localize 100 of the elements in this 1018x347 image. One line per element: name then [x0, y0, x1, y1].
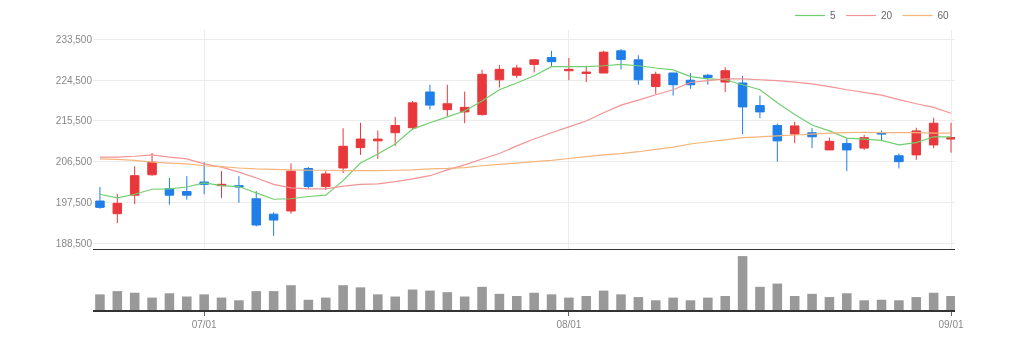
x-tick-label: 08/01: [556, 319, 582, 330]
bar: [147, 297, 157, 310]
bar: [755, 286, 765, 310]
bar: [182, 296, 192, 310]
bar: [876, 299, 887, 310]
candlestick: [147, 152, 157, 177]
bar: [772, 283, 783, 310]
bar: [320, 297, 331, 310]
candlestick: [303, 166, 314, 190]
candlestick: [911, 127, 922, 161]
bar: [390, 296, 400, 310]
candlestick: [129, 165, 140, 205]
candlestick: [546, 50, 557, 68]
candlestick: [755, 95, 765, 119]
candlestick: [894, 153, 904, 169]
candlestick: [164, 177, 175, 206]
candlestick: [407, 100, 418, 131]
bar: [789, 295, 800, 310]
candlestick: [616, 48, 626, 70]
candlestick: [373, 129, 383, 160]
candlestick: [824, 137, 835, 151]
candlestick: [112, 193, 123, 224]
bar: [737, 256, 748, 310]
candlestick: [425, 84, 435, 111]
bar: [407, 289, 418, 310]
y-tick-label: 215,500: [55, 115, 93, 127]
candlestick: [494, 64, 505, 88]
bar: [286, 285, 296, 310]
candlestick: [581, 65, 592, 83]
x-tick-label: 09/01: [938, 319, 964, 330]
bar: [928, 292, 939, 310]
bar: [598, 290, 609, 310]
bar: [807, 293, 817, 310]
y-tick-label: 188,500: [55, 237, 93, 249]
bar: [338, 285, 348, 310]
bar: [564, 297, 574, 310]
y-tick-label: 233,500: [55, 34, 93, 45]
legend-label: 20: [881, 10, 893, 22]
y-tick-label: 197,500: [55, 196, 93, 208]
candlestick: [842, 137, 852, 172]
bar: [894, 300, 904, 310]
line-series: [99, 63, 952, 200]
candlestick: [390, 116, 400, 147]
bar: [650, 300, 661, 310]
candlestick: [529, 58, 539, 74]
bar: [911, 297, 922, 310]
bar: [442, 292, 453, 310]
candlestick: [268, 211, 279, 237]
candlestick: [650, 71, 661, 95]
bar: [720, 295, 730, 310]
candlestick: [737, 75, 748, 135]
y-tick-label: 224,500: [55, 74, 93, 86]
bar: [842, 293, 852, 310]
bar: [512, 295, 522, 310]
candlestick: [182, 175, 192, 201]
candlestick: [633, 54, 644, 86]
bar: [616, 294, 626, 310]
bar: [824, 297, 835, 310]
legend-label: 5: [830, 10, 836, 22]
bar: [199, 294, 209, 310]
candlestick: [442, 84, 453, 117]
line-series: [99, 131, 952, 172]
candlestick: [512, 64, 522, 79]
bar: [355, 287, 366, 310]
bar: [459, 296, 470, 310]
candlestick: [234, 175, 244, 204]
bar: [129, 292, 140, 310]
bar: [529, 292, 539, 310]
bar: [234, 300, 244, 310]
bar: [581, 295, 592, 310]
candlestick: [946, 122, 955, 154]
candlestick: [789, 121, 800, 144]
x-tick-label: 07/01: [191, 319, 218, 330]
candlestick: [668, 72, 678, 97]
bar: [703, 297, 713, 310]
y-tick-label: 206,500: [55, 156, 93, 168]
candlestick: [772, 123, 783, 163]
bar: [425, 290, 435, 310]
candlestick: [338, 127, 348, 174]
bar: [668, 297, 678, 310]
candlestick: [286, 162, 296, 215]
candlestick: [95, 186, 105, 210]
candlestick: [251, 190, 262, 227]
candlestick: [320, 170, 331, 191]
candlestick: [477, 69, 487, 117]
bar: [164, 293, 175, 310]
candlestick: [598, 50, 609, 74]
bar: [268, 291, 279, 310]
line-series: [99, 78, 952, 190]
bar: [95, 294, 105, 310]
bar: [216, 297, 227, 310]
bar: [112, 291, 123, 310]
candlestick: [703, 73, 713, 86]
bar: [373, 294, 383, 310]
bar: [685, 300, 696, 310]
bar: [859, 300, 869, 310]
bar: [946, 295, 955, 310]
bar: [546, 294, 557, 310]
bar: [494, 293, 505, 310]
candlestick: [564, 57, 574, 81]
